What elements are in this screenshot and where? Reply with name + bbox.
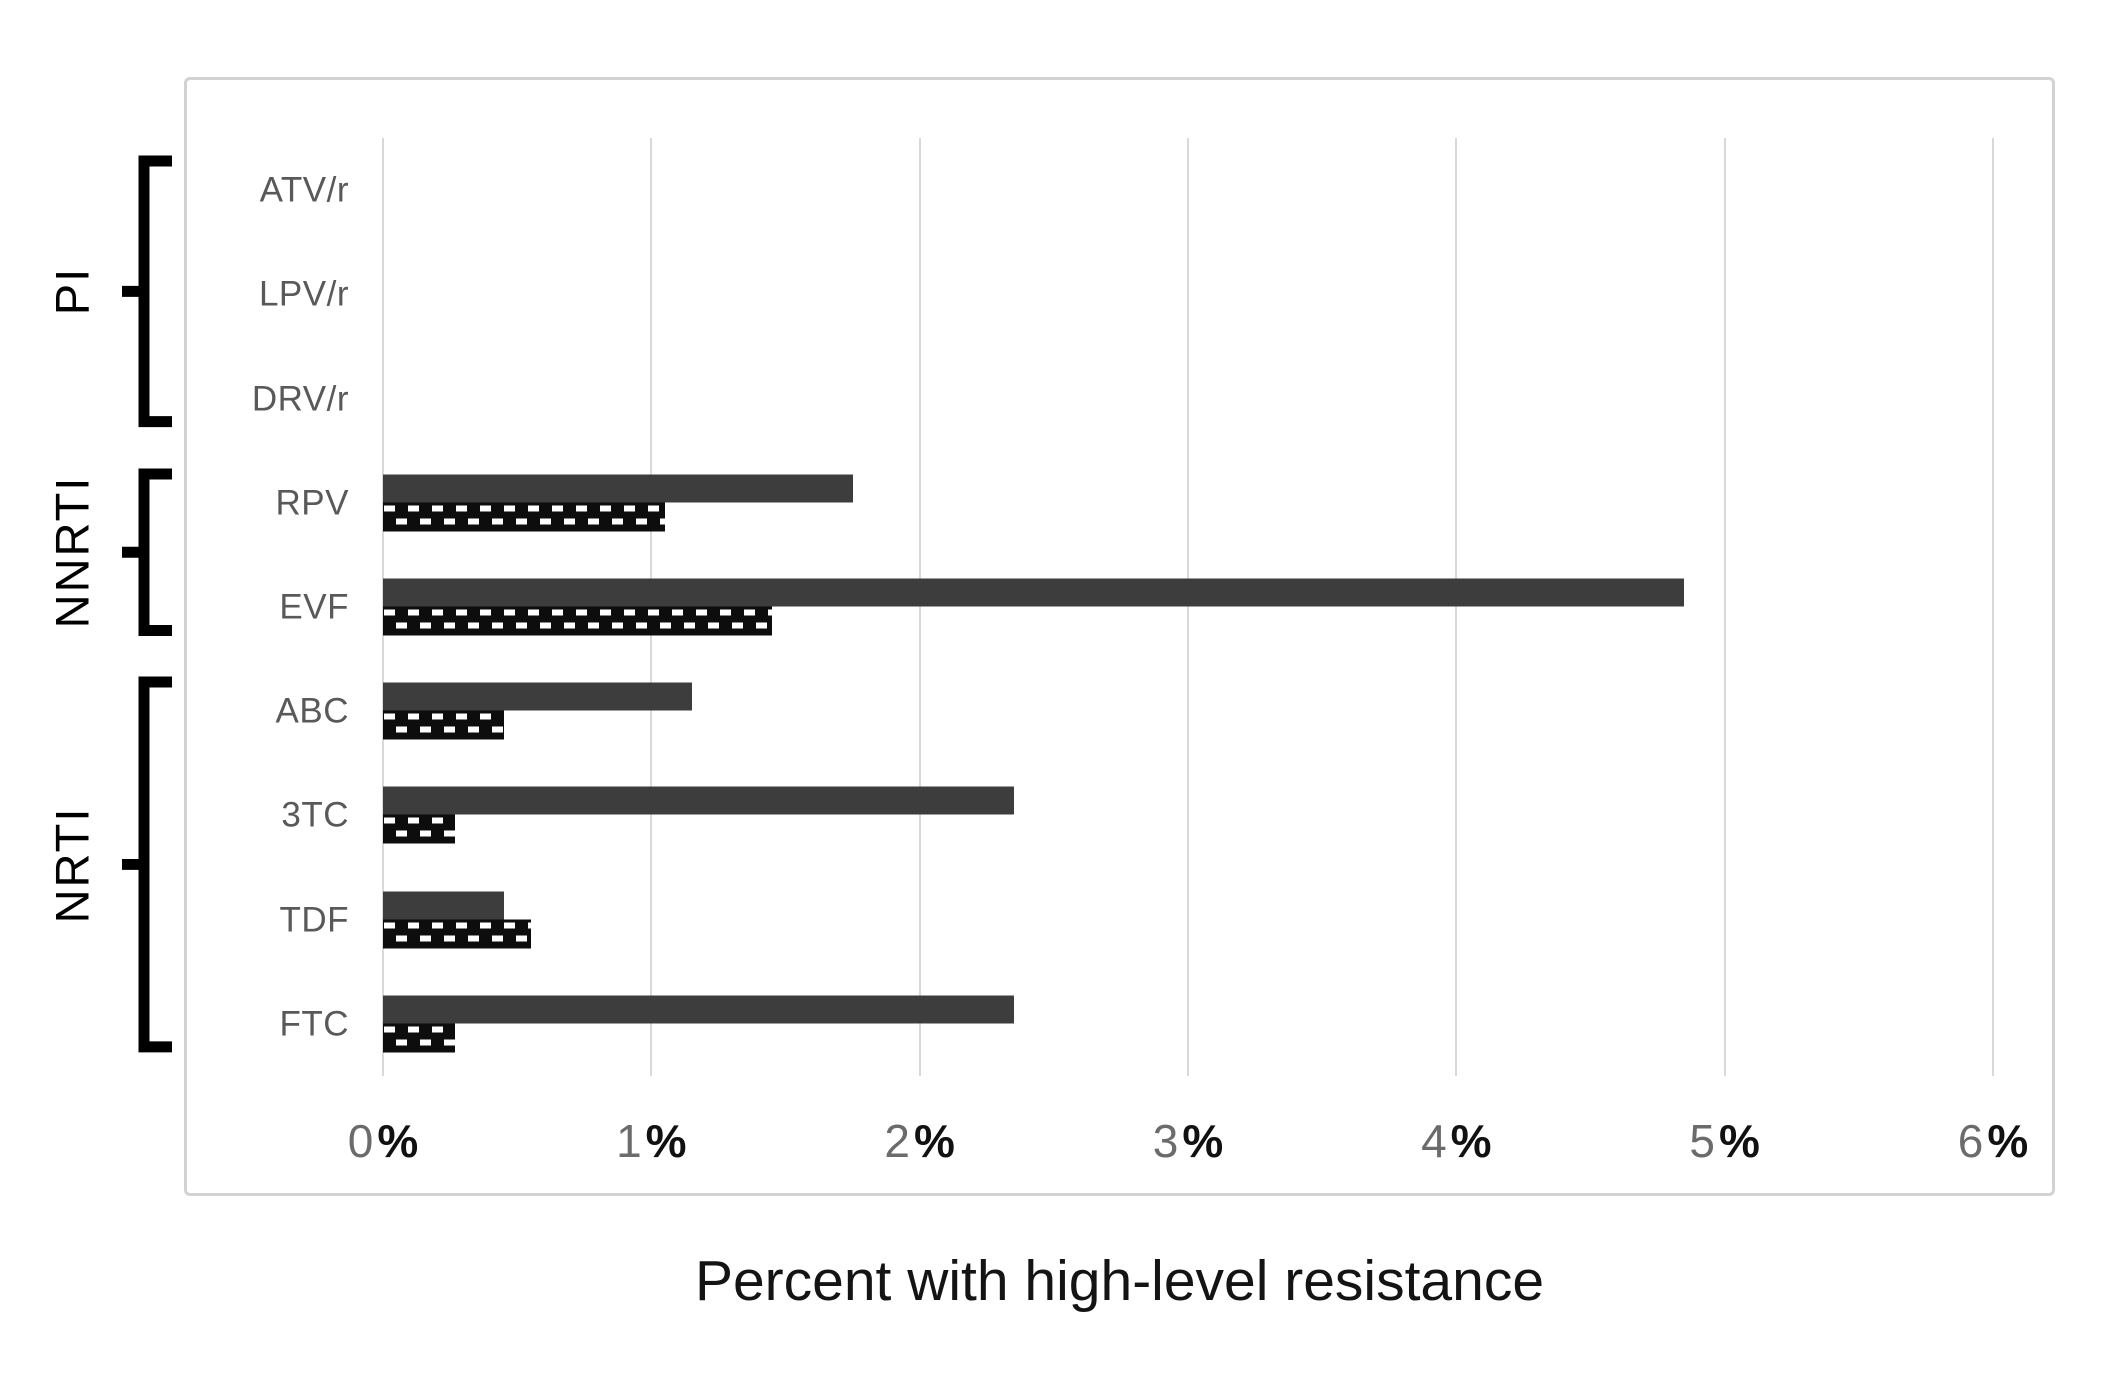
category-row: RPV xyxy=(187,451,1993,555)
bar-solid xyxy=(383,578,1685,607)
bar-pair xyxy=(383,786,1993,844)
bar-pair xyxy=(383,682,1993,740)
bar-solid xyxy=(383,891,504,920)
category-row: DRV/r xyxy=(187,346,1993,450)
category-label: EVF xyxy=(279,587,349,627)
category-label: ABC xyxy=(275,691,349,731)
gridline xyxy=(1187,138,1189,1076)
bar-solid xyxy=(383,995,1014,1024)
bar-patterned xyxy=(383,919,531,949)
x-tick-percent: % xyxy=(1719,1115,1760,1167)
x-tick-percent: % xyxy=(914,1115,955,1167)
group-label: PI xyxy=(45,267,99,316)
x-tick-number: 3 xyxy=(1152,1115,1179,1167)
category-label: ATV/r xyxy=(259,170,349,210)
group-brace xyxy=(106,468,178,636)
gridline xyxy=(918,138,921,1076)
x-tick: 5% xyxy=(1689,1116,1760,1167)
x-tick-percent: % xyxy=(1987,1115,2029,1167)
x-axis-tick-labels: 0% 1% 2% 3% 4% 5% 6% xyxy=(348,1116,2029,1180)
x-tick-percent: % xyxy=(1450,1115,1492,1167)
category-label: RPV xyxy=(275,483,349,523)
bar-pair xyxy=(383,474,1993,532)
bar-solid xyxy=(383,786,1014,815)
category-row: LPV/r xyxy=(187,242,1993,346)
x-tick-number: 2 xyxy=(884,1115,910,1167)
category-row: EVF xyxy=(187,555,1993,659)
bar-rows-layer: ATV/r LPV/r DRV/r RPV EVF ABC 3TC TDF FTC xyxy=(187,138,1993,1076)
x-tick-number: 0 xyxy=(347,1115,374,1167)
bar-patterned xyxy=(383,502,665,532)
group-label: NNRTI xyxy=(45,475,99,629)
x-tick-number: 5 xyxy=(1689,1115,1715,1167)
x-tick-number: 6 xyxy=(1957,1115,1984,1167)
category-label: 3TC xyxy=(281,795,349,835)
x-tick: 6% xyxy=(1958,1116,2029,1167)
x-tick-percent: % xyxy=(645,1115,687,1167)
category-row: FTC xyxy=(187,972,1993,1076)
x-tick: 1% xyxy=(616,1116,687,1167)
axis-title: Percent with high-level resistance xyxy=(694,1249,1545,1313)
group-label: NRTI xyxy=(45,806,99,923)
category-label: LPV/r xyxy=(258,274,349,314)
category-label: FTC xyxy=(279,1004,349,1044)
bar-patterned xyxy=(383,1023,456,1053)
category-row: TDF xyxy=(187,868,1993,972)
category-row: ABC xyxy=(187,659,1993,763)
x-tick-percent: % xyxy=(1182,1115,1224,1167)
bar-solid xyxy=(383,682,692,711)
x-tick-percent: % xyxy=(377,1115,419,1167)
group-brace xyxy=(106,676,178,1053)
x-tick: 4% xyxy=(1421,1116,1492,1167)
category-label: TDF xyxy=(279,900,349,940)
bar-pair xyxy=(383,891,1993,949)
category-row: 3TC xyxy=(187,763,1993,867)
x-tick: 0% xyxy=(348,1116,419,1167)
bar-pair xyxy=(383,578,1993,636)
bar-patterned xyxy=(383,606,773,636)
x-tick-number: 1 xyxy=(616,1115,642,1167)
chart-frame: ATV/r LPV/r DRV/r RPV EVF ABC 3TC TDF FTC 0% 1% 2%… xyxy=(184,77,2055,1196)
x-tick: 2% xyxy=(884,1116,955,1167)
group-brace xyxy=(106,155,178,428)
gridline xyxy=(1455,138,1458,1076)
bar-patterned xyxy=(383,814,456,844)
gridline xyxy=(1723,138,1726,1076)
bar-patterned xyxy=(383,710,504,740)
bar-solid xyxy=(383,474,853,503)
gridline xyxy=(1992,138,1994,1076)
category-row: ATV/r xyxy=(187,138,1993,242)
x-tick-number: 4 xyxy=(1421,1115,1447,1167)
bar-pair xyxy=(383,995,1993,1053)
x-tick: 3% xyxy=(1153,1116,1224,1167)
category-label: DRV/r xyxy=(251,379,349,419)
